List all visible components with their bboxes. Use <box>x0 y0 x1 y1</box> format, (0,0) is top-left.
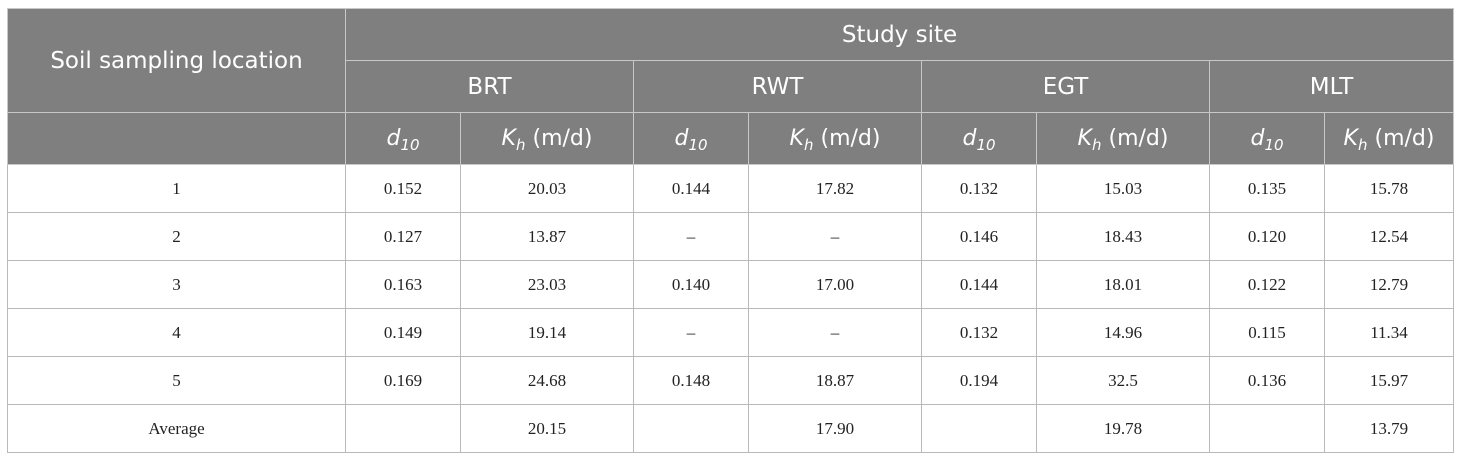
table-cell: 0.146 <box>921 212 1037 261</box>
table-cell: 18.43 <box>1036 212 1210 261</box>
table-cell: – <box>748 212 922 261</box>
d10-header: d10 <box>345 112 461 165</box>
row-label: 4 <box>7 308 346 357</box>
table-cell <box>921 404 1037 453</box>
kh-header: Kh (m/d) <box>1036 112 1210 165</box>
table-cell: 11.34 <box>1323 308 1455 357</box>
table-row-average: Average 20.15 17.90 19.78 13.79 <box>7 404 1455 453</box>
table-body: 1 0.152 20.03 0.144 17.82 0.132 15.03 0.… <box>7 164 1455 453</box>
site-header: RWT <box>633 60 922 113</box>
table-row: 4 0.149 19.14 – – 0.132 14.96 0.115 11.3… <box>7 308 1455 357</box>
table-cell: 0.120 <box>1209 212 1325 261</box>
table-cell: 13.87 <box>460 212 634 261</box>
site-header: MLT <box>1208 60 1455 113</box>
table-cell: 20.03 <box>460 164 634 213</box>
kh-header: Kh (m/d) <box>460 112 634 165</box>
table-cell: 17.00 <box>748 260 922 309</box>
table-cell: 19.14 <box>460 308 634 357</box>
blank-header-cell <box>7 112 346 165</box>
table-cell: 20.15 <box>460 404 634 453</box>
table-cell: 12.54 <box>1323 212 1455 261</box>
table-cell <box>1209 404 1325 453</box>
table-cell: 0.169 <box>345 356 461 405</box>
table-cell: 0.194 <box>921 356 1037 405</box>
table-cell: 12.79 <box>1323 260 1455 309</box>
table-cell: 0.152 <box>345 164 461 213</box>
table-cell: 17.82 <box>748 164 922 213</box>
table-cell: 15.78 <box>1323 164 1455 213</box>
table-row: 1 0.152 20.03 0.144 17.82 0.132 15.03 0.… <box>7 164 1455 213</box>
site-header: BRT <box>345 60 634 113</box>
kh-header: Kh (m/d) <box>1323 112 1455 165</box>
table-cell: 18.87 <box>748 356 922 405</box>
table-cell: – <box>748 308 922 357</box>
row-label: Average <box>7 404 346 453</box>
table-cell: 0.149 <box>345 308 461 357</box>
table-cell: 14.96 <box>1036 308 1210 357</box>
table-cell: 19.78 <box>1036 404 1210 453</box>
row-header-label: Soil sampling location <box>7 8 346 113</box>
site-header: EGT <box>921 60 1210 113</box>
group-header: Study site <box>344 8 1455 61</box>
d10-header: d10 <box>921 112 1037 165</box>
table-cell: 24.68 <box>460 356 634 405</box>
table-cell: 17.90 <box>748 404 922 453</box>
row-label: 2 <box>7 212 346 261</box>
table-cell <box>633 404 749 453</box>
table-row: 3 0.163 23.03 0.140 17.00 0.144 18.01 0.… <box>7 260 1455 309</box>
table-cell: 0.127 <box>345 212 461 261</box>
table-row: 5 0.169 24.68 0.148 18.87 0.194 32.5 0.1… <box>7 356 1455 405</box>
row-label: 3 <box>7 260 346 309</box>
table-cell: 0.132 <box>921 308 1037 357</box>
table-cell: 15.97 <box>1323 356 1455 405</box>
table-cell: 32.5 <box>1036 356 1210 405</box>
table-cell: 15.03 <box>1036 164 1210 213</box>
table-cell: 0.144 <box>633 164 749 213</box>
table-cell: 0.144 <box>921 260 1037 309</box>
table-cell: 0.148 <box>633 356 749 405</box>
table-cell: 13.79 <box>1323 404 1455 453</box>
table-cell: 18.01 <box>1036 260 1210 309</box>
table-cell: 0.163 <box>345 260 461 309</box>
table-cell: 23.03 <box>460 260 634 309</box>
table-cell: 0.140 <box>633 260 749 309</box>
table-cell: – <box>633 212 749 261</box>
data-table: Soil sampling location Study site BRT RW… <box>7 8 1455 453</box>
kh-header: Kh (m/d) <box>748 112 922 165</box>
table-cell <box>345 404 461 453</box>
d10-header: d10 <box>1209 112 1325 165</box>
table-cell: – <box>633 308 749 357</box>
row-label: 5 <box>7 356 346 405</box>
table-cell: 0.122 <box>1209 260 1325 309</box>
table-cell: 0.132 <box>921 164 1037 213</box>
table-cell: 0.136 <box>1209 356 1325 405</box>
table-cell: 0.135 <box>1209 164 1325 213</box>
d10-header: d10 <box>633 112 749 165</box>
row-label: 1 <box>7 164 346 213</box>
table-cell: 0.115 <box>1209 308 1325 357</box>
table-row: 2 0.127 13.87 – – 0.146 18.43 0.120 12.5… <box>7 212 1455 261</box>
